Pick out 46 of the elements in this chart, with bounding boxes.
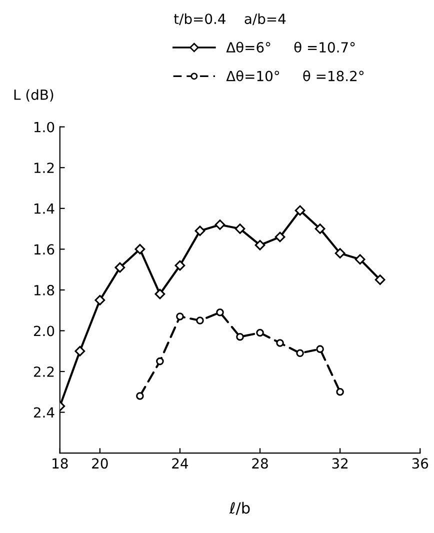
point xyxy=(294,205,306,216)
point xyxy=(176,312,184,320)
point xyxy=(296,349,304,358)
point xyxy=(314,224,326,234)
x-axis-title: ℓ/b xyxy=(229,502,250,515)
point xyxy=(194,226,206,236)
y-axis-title: L (dB) xyxy=(14,89,54,102)
point xyxy=(336,388,344,396)
y-tick-label: 2.0 xyxy=(34,326,54,336)
x-tick-label: 32 xyxy=(332,458,348,469)
x-tick-label: 18 xyxy=(52,458,68,469)
point xyxy=(216,308,224,316)
y-tick-label: 1.0 xyxy=(34,122,54,132)
point xyxy=(94,294,106,306)
y-tick-label: 1.8 xyxy=(34,284,54,296)
x-tick-label: 20 xyxy=(92,458,108,469)
y-tick-label: 2.4 xyxy=(34,407,54,418)
point xyxy=(254,240,266,250)
point xyxy=(274,232,286,242)
point xyxy=(156,357,164,366)
y-tick-label: 1.6 xyxy=(34,244,54,255)
point xyxy=(174,260,186,271)
point xyxy=(334,248,346,258)
point xyxy=(236,332,244,341)
y-tick-label: 2.2 xyxy=(34,366,54,377)
x-tick-label: 24 xyxy=(172,458,188,468)
x-tick-label: 28 xyxy=(252,458,268,469)
point xyxy=(154,288,166,300)
point xyxy=(276,339,284,347)
point xyxy=(134,244,146,254)
point xyxy=(136,392,144,400)
point xyxy=(256,328,264,337)
legend-label: Δθ=6° θ =10.7° xyxy=(226,42,355,53)
point xyxy=(74,346,86,356)
point xyxy=(316,345,324,353)
legend-label: Δθ=10° θ =18.2° xyxy=(226,70,364,82)
point xyxy=(374,274,386,285)
point xyxy=(214,220,226,230)
x-tick-label: 36 xyxy=(412,458,428,469)
y-tick-label: 1.4 xyxy=(34,204,54,214)
y-tick-label: 1.2 xyxy=(34,162,54,173)
point xyxy=(114,262,126,273)
point xyxy=(234,224,246,234)
text: t/b=0.4 a/b=4 xyxy=(174,13,286,26)
point xyxy=(196,316,204,324)
point xyxy=(354,254,366,265)
